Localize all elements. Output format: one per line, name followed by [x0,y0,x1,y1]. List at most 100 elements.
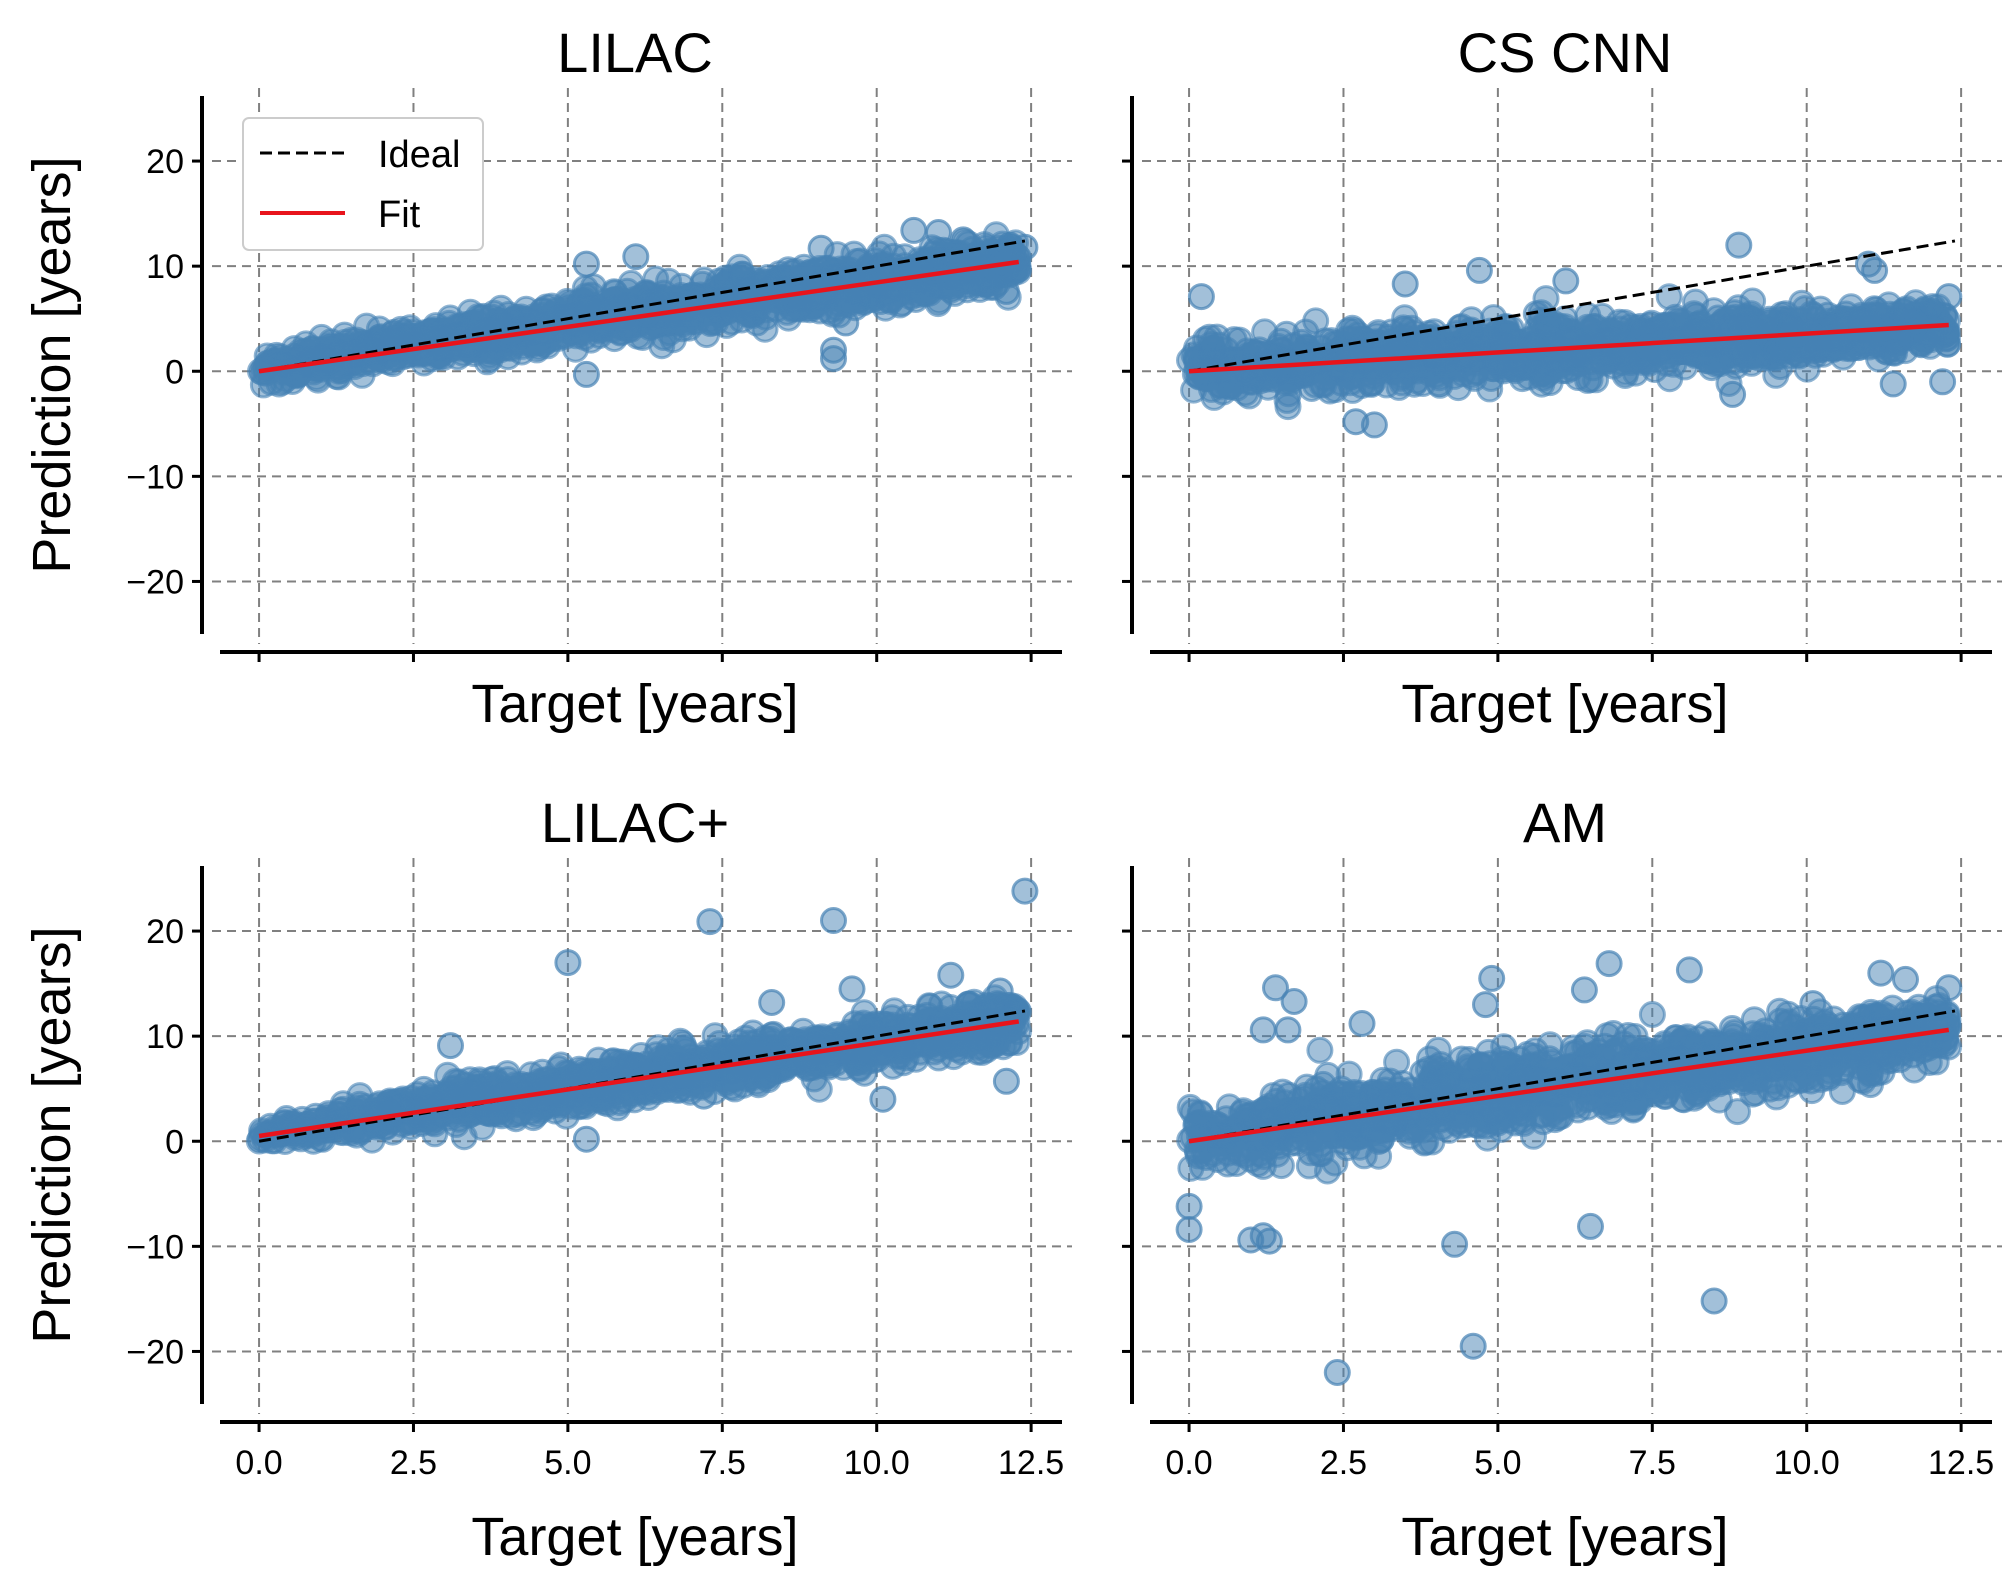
scatter-point [925,219,952,246]
scatter-point [1583,328,1611,356]
scatter-point [572,1125,600,1153]
scatter-point [992,1067,1020,1095]
scatter-point [900,216,928,244]
scatter-point [1695,347,1723,375]
scatter-point [572,250,600,278]
scatter-point [832,309,860,337]
y-tick-label: 0 [165,1123,184,1161]
x-tick-label: 5.0 [544,1444,591,1482]
scatter-point [1881,339,1908,367]
scatter-point [1634,333,1662,361]
scatter-point [1893,295,1921,323]
scatter-point [1523,333,1551,361]
scatter-point [1391,270,1419,298]
scatter-point [986,977,1014,1005]
scatter-point [1719,380,1747,408]
panel-title: CS CNN [1458,21,1673,84]
y-tick-label: 20 [146,143,184,181]
scatter-point [1426,371,1454,399]
y-tick-label: 10 [146,1018,184,1056]
scatter-point [437,1032,464,1060]
y-tick-label: −20 [126,1333,184,1371]
legend: Ideal Fit [242,117,484,251]
scatter-point [949,226,977,254]
panel-lilac-plus: 20 10 0 −10 −20 0.0 2.5 5.0 7.5 10.0 12.5 LILAC+ P… [22,791,1072,1567]
fit-line [258,1019,1020,1139]
legend-box [242,117,484,251]
scatter-point [617,269,645,297]
scatter-point [571,323,598,351]
scatter-point [820,907,847,934]
scatter-point [1552,267,1580,295]
scatter-point [1360,411,1388,439]
ideal-line [258,239,1026,373]
scatter-point [1729,339,1757,367]
x-axis-label: Target [years] [471,1507,798,1567]
scatter-point [1935,283,1963,311]
scatter-point [1861,256,1889,284]
scatter-point [1714,313,1742,341]
x-tick-label: 10.0 [844,1444,910,1482]
scatter-point [572,360,600,388]
lines [258,239,1026,374]
scatter-point [1187,283,1215,311]
scatter-point [528,297,556,325]
scatter-point [1011,233,1039,261]
scatter-point [937,961,965,989]
scatter-point [1929,368,1957,396]
scatter-point [807,234,835,262]
scatter-point [464,309,492,337]
y-tick-label: −10 [126,1228,184,1266]
scatter-point [820,336,847,364]
scatter-point [554,949,582,977]
scatter-point [894,1003,922,1031]
scatter-point [1725,231,1753,259]
y-axis-label: Prediction [years] [22,926,82,1343]
scatter-point [1427,326,1455,354]
scatter-point [1011,877,1039,905]
scatter-point [1464,329,1492,356]
scatter-point [574,292,602,320]
scatter-point [1335,317,1363,345]
scatter-points [245,877,1039,1155]
legend-ideal-label: Ideal [378,134,460,176]
scatter-point [1379,328,1407,356]
x-tick-label: 0.0 [235,1444,282,1482]
scatter-point [1311,364,1339,392]
scatter-point [1671,353,1699,381]
scatter-point [954,1032,981,1059]
scatter-point [1255,339,1282,367]
x-tick-label: 12.5 [998,1444,1064,1482]
panel-cs-cnn: CS CNN Target [years] [1122,21,2002,734]
legend-fit-label: Fit [378,194,421,236]
scatter-point [1879,370,1907,398]
axes: 20 10 0 −10 −20 0.0 2.5 5.0 7.5 10.0 12.5 [126,866,1064,1482]
scatter-point [690,1082,718,1110]
panel-title: LILAC+ [541,791,729,854]
fit-line [258,259,1020,374]
scatter-points [1176,231,1963,439]
scatter-point [977,1008,1005,1035]
x-tick-label: 2.5 [390,1444,437,1482]
scatter-point [696,908,724,936]
scatter-point [1662,303,1689,331]
x-axis-label: Target [years] [1401,674,1728,734]
scatter-point [838,975,866,1003]
y-tick-label: −20 [126,563,184,601]
x-axis-label: Target [years] [471,674,798,734]
panel-am: 0.0 2.5 5.0 7.5 10.0 12.5 AM Target [years] [1122,791,2002,1567]
panel-title: LILAC [557,21,713,84]
scatter-point [980,273,1008,301]
scatter-point [1198,334,1226,362]
scatter-point [789,295,817,323]
scatter-point [1465,256,1493,284]
scatter-points [1175,950,1963,1386]
scatter-point [622,243,650,271]
y-tick-label: 20 [146,913,184,951]
scatter-point [758,989,786,1016]
scatter-point [1862,296,1890,324]
x-tick-label: 7.5 [699,1444,746,1482]
y-axis-label: Prediction [years] [22,156,82,573]
